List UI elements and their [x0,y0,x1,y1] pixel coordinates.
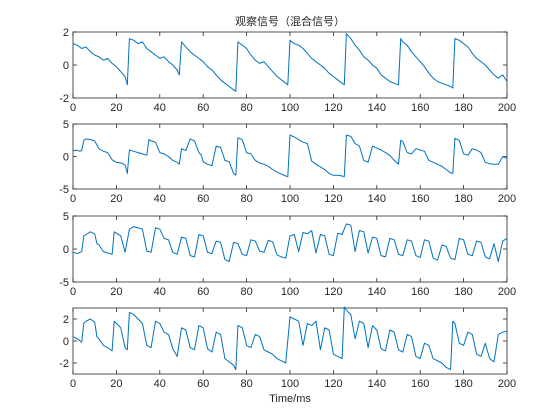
x-tick-label: 20 [110,102,122,114]
plot-area [72,123,508,190]
y-tick-label: 5 [63,211,69,223]
x-tick-label: 80 [240,286,252,298]
x-tick-label: 60 [197,193,209,205]
x-tick-label: 80 [240,378,252,390]
subplot-2: 0 20 40 60 80 100 120 140 160 180 200-505 [59,119,516,205]
x-tick-label: 60 [197,378,209,390]
x-tick-label: 180 [454,378,472,390]
x-tick-label: 0 [70,378,76,390]
x-tick-label: 120 [324,193,342,205]
x-tick-label: 20 [110,193,122,205]
y-tick-label: -2 [59,93,69,105]
x-tick-label: 60 [197,286,209,298]
y-tick-label: 0 [63,244,69,256]
x-tick-label: 140 [368,193,386,205]
x-tick-label: 140 [368,102,386,114]
x-tick-label: 200 [498,193,516,205]
subplot-1: 0 20 40 60 80 100 120 140 160 180 200-202 [59,27,516,114]
y-tick-label: -2 [59,358,69,370]
x-tick-label: 40 [154,378,166,390]
y-tick-label: 0 [63,60,69,72]
x-tick-label: 80 [240,193,252,205]
x-tick-label: 180 [454,102,472,114]
x-tick-label: 160 [411,102,429,114]
x-tick-label: 120 [324,378,342,390]
y-tick-label: -5 [59,277,69,289]
x-tick-label: 140 [368,378,386,390]
x-axis-label: Time/ms [269,393,311,405]
y-tick-label: 2 [63,314,69,326]
x-tick-label: 200 [498,378,516,390]
series-line [72,33,508,92]
x-tick-label: 60 [197,102,209,114]
x-tick-label: 180 [454,193,472,205]
x-tick-label: 120 [324,102,342,114]
x-tick-label: 160 [411,286,429,298]
x-tick-label: 200 [498,286,516,298]
x-tick-label: 20 [110,378,122,390]
plot-area [72,215,508,283]
x-tick-label: 40 [154,286,166,298]
x-tick-label: 0 [70,102,76,114]
x-tick-label: 160 [411,378,429,390]
y-tick-label: 0 [63,152,69,164]
series-line [72,134,508,178]
x-tick-label: 0 [70,286,76,298]
chart-title: 观察信号（混合信号） [235,14,345,28]
x-tick-label: 100 [281,378,299,390]
x-tick-label: 40 [154,193,166,205]
series-line [72,223,508,262]
x-tick-label: 180 [454,286,472,298]
x-tick-label: 80 [240,102,252,114]
y-tick-label: 5 [63,119,69,131]
x-tick-label: 160 [411,193,429,205]
series-line [72,306,508,371]
x-tick-label: 0 [70,193,76,205]
x-tick-label: 140 [368,286,386,298]
x-tick-label: 40 [154,102,166,114]
x-tick-label: 100 [281,193,299,205]
subplot-3: 0 20 40 60 80 100 120 140 160 180 200-505 [59,211,516,298]
x-tick-label: 100 [281,286,299,298]
x-tick-label: 200 [498,102,516,114]
x-tick-label: 20 [110,286,122,298]
y-tick-label: 2 [63,27,69,39]
y-tick-label: 0 [63,336,69,348]
x-tick-label: 100 [281,102,299,114]
y-tick-label: -5 [59,184,69,196]
x-tick-label: 120 [324,286,342,298]
subplot-4: 0 20 40 60 80 100 120 140 160 180 200-202 [59,306,516,390]
